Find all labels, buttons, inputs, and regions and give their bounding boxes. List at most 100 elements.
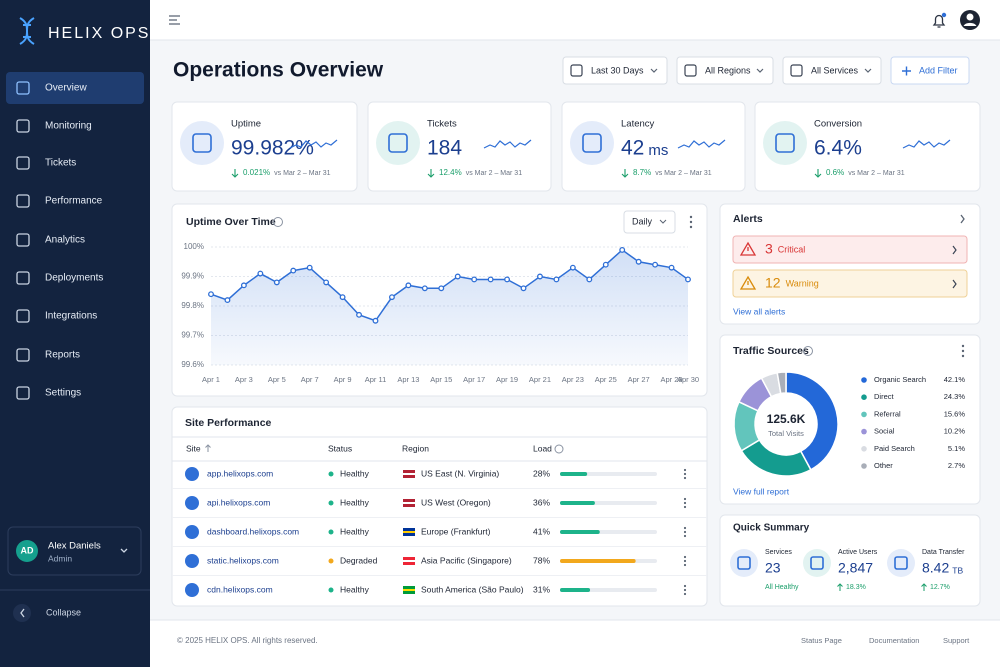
sort-icon[interactable]: [205, 444, 211, 452]
point: [553, 276, 560, 283]
row-menu[interactable]: [683, 588, 687, 592]
summary-icon: [887, 549, 915, 577]
row-menu[interactable]: [683, 505, 687, 509]
legend-dot: [861, 377, 867, 383]
point: [356, 311, 362, 318]
status-dot: [328, 587, 334, 593]
nav-item[interactable]: Deployments: [45, 273, 103, 284]
load-bar: [560, 588, 591, 592]
add-filter-label[interactable]: Add Filter: [919, 65, 958, 75]
filter[interactable]: [676, 56, 774, 85]
row-menu[interactable]: [683, 584, 687, 588]
column-header[interactable]: Status: [328, 443, 352, 453]
point: [438, 285, 445, 292]
daily-dropdown[interactable]: [623, 210, 676, 234]
logo-icon: [19, 17, 35, 45]
legend-label: Other: [874, 461, 893, 470]
kpi-value: 99.982%: [231, 137, 314, 160]
info-icon[interactable]: [273, 217, 283, 227]
kpi-card: Tickets 184 12.4% vs Mar 2 – Mar 31: [367, 101, 552, 192]
load-label: 28%: [533, 468, 550, 478]
y-tick-label: 99.8%: [181, 301, 204, 310]
filter-label[interactable]: All Regions: [705, 65, 751, 75]
menu-button[interactable]: [169, 15, 180, 25]
nav-item[interactable]: Tickets: [45, 158, 76, 169]
row-menu[interactable]: [683, 559, 687, 563]
traffic-link[interactable]: View full report: [733, 486, 790, 496]
column-header[interactable]: Region: [402, 443, 429, 453]
site[interactable]: api.helixops.com: [207, 497, 270, 507]
status: Healthy: [340, 468, 370, 478]
legend-dot: [861, 411, 867, 418]
footer-link[interactable]: Documentation: [869, 636, 919, 645]
nav-item[interactable]: Reports: [45, 350, 80, 361]
collapse[interactable]: Collapse: [46, 607, 81, 617]
point: [586, 276, 593, 283]
status: Degraded: [340, 555, 378, 565]
add-filter[interactable]: [890, 56, 970, 85]
topbar: [150, 0, 1000, 40]
row-menu[interactable]: [683, 563, 687, 567]
x-tick-label: Apr 25: [595, 375, 617, 384]
alerts-link[interactable]: View all alerts: [733, 306, 785, 316]
kpi-glyph: [775, 133, 795, 153]
filter-label[interactable]: Last 30 Days: [591, 65, 644, 75]
nav-item[interactable]: Integrations: [45, 311, 97, 322]
info-icon[interactable]: [554, 444, 564, 454]
column-header[interactable]: Load: [533, 443, 552, 453]
site[interactable]: dashboard.helixops.com: [207, 526, 299, 536]
site[interactable]: static.helixops.com: [207, 555, 279, 565]
x-tick-label: Apr 29: [660, 375, 682, 384]
nav-icon: [16, 348, 30, 362]
filter[interactable]: [782, 56, 882, 85]
load-bar: [560, 472, 588, 476]
kebab[interactable]: [689, 215, 693, 229]
kpi-value: 42: [621, 137, 644, 160]
user-card[interactable]: [7, 526, 142, 576]
site[interactable]: app.helixops.com: [207, 468, 273, 478]
alert[interactable]: [732, 235, 968, 264]
bell[interactable]: [932, 14, 946, 28]
summary-card: [719, 514, 981, 607]
chevron[interactable]: [960, 214, 965, 224]
site[interactable]: cdn.helixops.com: [207, 584, 273, 594]
kebab[interactable]: [961, 344, 965, 358]
row-menu[interactable]: [683, 526, 687, 530]
copyright: © 2025 HELIX OPS. All rights reserved.: [177, 636, 318, 645]
row-menu[interactable]: [683, 476, 687, 480]
alert-label: Warning: [786, 278, 819, 288]
row-menu[interactable]: [683, 468, 687, 472]
legend-label: Social: [874, 427, 895, 436]
row-menu[interactable]: [683, 501, 687, 505]
nav-item[interactable]: Monitoring: [45, 121, 92, 132]
x-tick-label: Apr 30: [677, 375, 699, 384]
summary-glyph: [737, 556, 751, 570]
row-menu[interactable]: [683, 472, 687, 476]
filter-label[interactable]: All Services: [811, 65, 859, 75]
column-header[interactable]: Site: [186, 443, 201, 453]
footer-link[interactable]: Support: [943, 636, 970, 645]
filter[interactable]: [562, 56, 668, 85]
kpi-card: Uptime 99.982% 0.021% vs Mar 2 – Mar 31: [171, 101, 358, 192]
kpi-period: vs Mar 2 – Mar 31: [274, 170, 331, 177]
region: Europe (Frankfurt): [421, 526, 491, 536]
row-menu[interactable]: [683, 497, 687, 501]
nav-item[interactable]: Settings: [45, 388, 81, 399]
kpi-delta: 0.021%: [243, 168, 270, 177]
nav-item[interactable]: Analytics: [45, 235, 85, 246]
page-title: Operations Overview: [173, 59, 384, 82]
row-menu[interactable]: [683, 530, 687, 534]
nav-item[interactable]: Overview: [45, 83, 87, 94]
x-tick-label: Apr 1: [202, 375, 220, 384]
collapse-icon[interactable]: [13, 604, 31, 622]
footer: [150, 620, 1000, 667]
row-menu[interactable]: [683, 592, 687, 596]
daily-label[interactable]: Daily: [632, 216, 653, 226]
row-menu[interactable]: [683, 555, 687, 559]
info-icon[interactable]: [803, 346, 813, 356]
footer-link[interactable]: Status Page: [801, 636, 842, 645]
nav-item[interactable]: Performance: [45, 196, 103, 207]
region: Asia Pacific (Singapore): [421, 555, 512, 565]
row-menu[interactable]: [683, 534, 687, 538]
alert[interactable]: [732, 269, 968, 298]
